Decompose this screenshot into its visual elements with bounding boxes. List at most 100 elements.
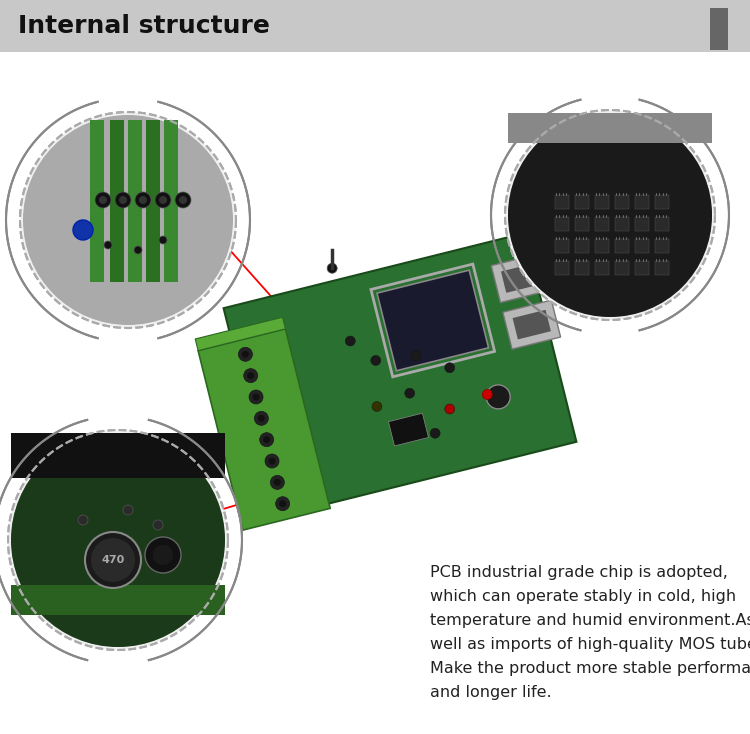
- Circle shape: [85, 532, 141, 588]
- Circle shape: [242, 351, 249, 357]
- Bar: [615, 195, 629, 209]
- Polygon shape: [377, 270, 488, 371]
- Text: Internal structure: Internal structure: [18, 14, 270, 38]
- Circle shape: [279, 500, 286, 507]
- Bar: [164, 120, 178, 282]
- Circle shape: [505, 110, 715, 320]
- Bar: [575, 261, 589, 275]
- Circle shape: [405, 388, 415, 399]
- Circle shape: [155, 192, 171, 208]
- Circle shape: [238, 347, 253, 361]
- Polygon shape: [224, 233, 577, 517]
- Circle shape: [254, 411, 268, 425]
- Circle shape: [95, 192, 111, 208]
- Bar: [595, 261, 609, 275]
- Bar: [110, 120, 124, 282]
- Circle shape: [175, 192, 191, 208]
- Bar: [635, 195, 649, 209]
- Bar: [655, 261, 669, 275]
- Circle shape: [159, 196, 167, 204]
- Bar: [555, 217, 569, 231]
- Bar: [655, 217, 669, 231]
- Circle shape: [263, 436, 270, 443]
- Bar: [11, 433, 225, 478]
- Circle shape: [265, 454, 279, 468]
- Polygon shape: [388, 413, 428, 446]
- Polygon shape: [491, 253, 549, 302]
- Circle shape: [139, 196, 147, 204]
- Circle shape: [135, 192, 151, 208]
- Bar: [595, 239, 609, 253]
- Circle shape: [430, 428, 440, 438]
- Circle shape: [91, 538, 135, 582]
- Text: 470: 470: [101, 555, 124, 565]
- Circle shape: [345, 336, 355, 346]
- Circle shape: [179, 196, 187, 204]
- Circle shape: [145, 537, 181, 573]
- Circle shape: [411, 351, 421, 360]
- Circle shape: [153, 520, 163, 530]
- Circle shape: [115, 192, 131, 208]
- Circle shape: [482, 390, 492, 399]
- Bar: [575, 195, 589, 209]
- Circle shape: [134, 246, 142, 254]
- Circle shape: [327, 264, 338, 273]
- Bar: [0, 0, 750, 52]
- Circle shape: [123, 505, 133, 515]
- Bar: [146, 120, 160, 282]
- Polygon shape: [512, 310, 551, 339]
- Circle shape: [274, 479, 280, 486]
- Polygon shape: [195, 317, 286, 351]
- Polygon shape: [501, 264, 539, 293]
- Circle shape: [78, 515, 88, 525]
- Circle shape: [372, 401, 382, 412]
- Circle shape: [445, 363, 454, 373]
- Bar: [615, 261, 629, 275]
- Circle shape: [486, 385, 510, 409]
- Circle shape: [258, 415, 265, 422]
- Circle shape: [253, 393, 260, 401]
- Polygon shape: [503, 300, 560, 349]
- Circle shape: [508, 113, 712, 317]
- Bar: [595, 217, 609, 231]
- Circle shape: [260, 432, 274, 447]
- Circle shape: [268, 457, 275, 465]
- Circle shape: [119, 196, 127, 204]
- Circle shape: [104, 241, 112, 249]
- Bar: [655, 239, 669, 253]
- Circle shape: [20, 112, 236, 328]
- Circle shape: [153, 545, 173, 565]
- Circle shape: [244, 368, 258, 382]
- Circle shape: [11, 433, 225, 647]
- Circle shape: [159, 236, 167, 244]
- Circle shape: [73, 220, 93, 240]
- Bar: [11, 585, 225, 615]
- Bar: [635, 261, 649, 275]
- Circle shape: [508, 113, 712, 317]
- Bar: [655, 195, 669, 209]
- Circle shape: [8, 430, 228, 650]
- Circle shape: [248, 372, 254, 379]
- Circle shape: [249, 390, 263, 404]
- Bar: [575, 217, 589, 231]
- Bar: [508, 113, 712, 143]
- Bar: [595, 195, 609, 209]
- Bar: [615, 239, 629, 253]
- Circle shape: [370, 355, 381, 366]
- Circle shape: [276, 497, 290, 511]
- Bar: [575, 239, 589, 253]
- Bar: [635, 239, 649, 253]
- Circle shape: [445, 404, 454, 414]
- Bar: [615, 217, 629, 231]
- Circle shape: [11, 433, 225, 647]
- Bar: [710, 8, 728, 50]
- Text: PCB industrial grade chip is adopted,
which can operate stably in cold, high
tem: PCB industrial grade chip is adopted, wh…: [430, 565, 750, 700]
- Polygon shape: [198, 329, 330, 530]
- Circle shape: [23, 115, 233, 325]
- Bar: [128, 120, 142, 282]
- Bar: [555, 239, 569, 253]
- Circle shape: [270, 476, 284, 490]
- Bar: [555, 195, 569, 209]
- Circle shape: [99, 196, 107, 204]
- Bar: [555, 261, 569, 275]
